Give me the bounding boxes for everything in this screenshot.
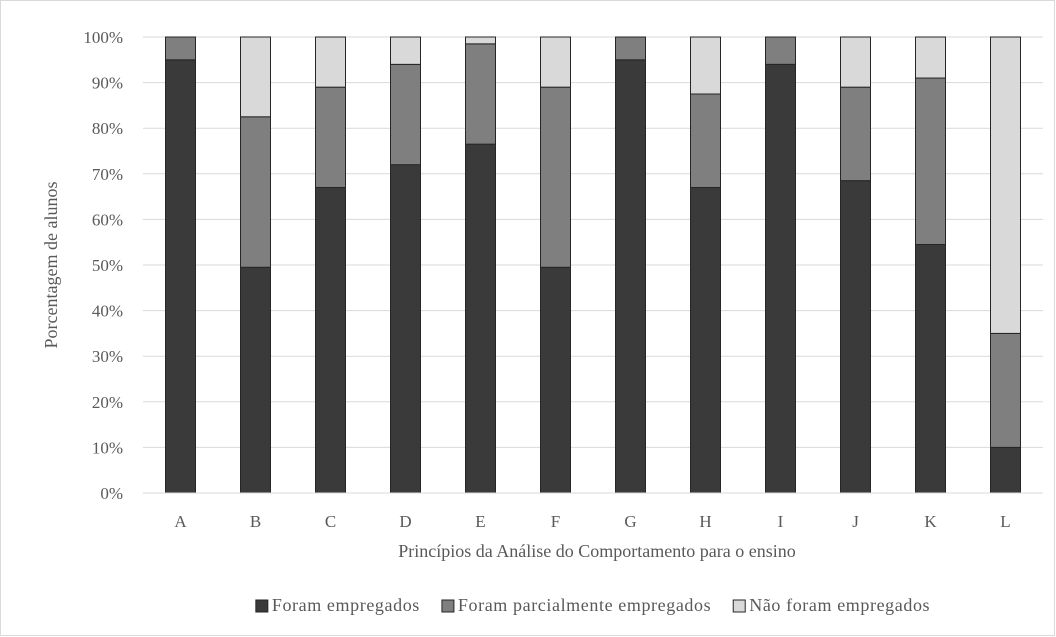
- y-tick-label: 50%: [92, 256, 123, 275]
- x-tick-label: E: [475, 512, 485, 531]
- x-axis-title: Princípios da Análise do Comportamento p…: [398, 541, 795, 561]
- legend-swatch: [441, 599, 455, 613]
- bar-segment: [315, 86, 346, 188]
- bar-segment: [465, 43, 496, 145]
- x-tick-label: H: [699, 512, 711, 531]
- legend-item: Foram empregados: [255, 595, 420, 615]
- y-axis-title: Porcentagem de alunos: [41, 182, 61, 349]
- legend-label: Foram parcialmente empregados: [458, 595, 711, 615]
- bar-segment: [990, 332, 1021, 448]
- bar-segment: [390, 63, 421, 166]
- bar-segment: [990, 446, 1021, 494]
- legend-item: Foram parcialmente empregados: [441, 595, 711, 615]
- y-tick-label: 100%: [83, 28, 123, 47]
- y-tick-label: 30%: [92, 347, 123, 366]
- bar-segment: [540, 86, 571, 268]
- x-tick-label: C: [325, 512, 336, 531]
- x-tick-label: A: [174, 512, 187, 531]
- bar-segment: [615, 36, 646, 61]
- bar-segment: [615, 59, 646, 494]
- bar-segment: [915, 77, 946, 245]
- x-tick-label: F: [551, 512, 560, 531]
- legend-swatch: [255, 599, 269, 613]
- x-tick-label: K: [924, 512, 937, 531]
- bar-segment: [540, 36, 571, 88]
- x-tick-label: I: [778, 512, 784, 531]
- bar-segment: [390, 36, 421, 65]
- y-tick-label: 80%: [92, 119, 123, 138]
- bar-segment: [465, 36, 496, 45]
- x-tick-label: L: [1000, 512, 1010, 531]
- legend-swatch: [732, 599, 746, 613]
- y-tick-label: 10%: [92, 438, 123, 457]
- y-tick-label: 60%: [92, 210, 123, 229]
- bar-segment: [840, 86, 871, 182]
- bar-segment: [690, 93, 721, 188]
- bar-segment: [165, 59, 196, 494]
- bar-segment: [990, 36, 1021, 334]
- bar-segment: [240, 116, 271, 268]
- bar-segment: [915, 243, 946, 494]
- bar-segment: [915, 36, 946, 79]
- legend-item: Não foram empregados: [732, 595, 930, 615]
- y-tick-label: 40%: [92, 302, 123, 321]
- bar-segment: [540, 266, 571, 494]
- bar-segment: [840, 180, 871, 494]
- bar-segment: [765, 36, 796, 65]
- bar-segment: [165, 36, 196, 61]
- legend-label: Não foram empregados: [749, 595, 930, 615]
- bar-segment: [315, 186, 346, 494]
- x-tick-labels: A B C D E F G H I J K L: [174, 512, 1010, 531]
- legend: Foram empregados Foram parcialmente empre…: [255, 595, 930, 615]
- bar-segment: [690, 186, 721, 494]
- y-tick-label: 0%: [100, 484, 123, 503]
- bar-segment: [690, 36, 721, 95]
- y-tick-label: 70%: [92, 165, 123, 184]
- gridlines: [143, 36, 1043, 448]
- x-tick-label: J: [852, 512, 859, 531]
- x-tick-label: D: [399, 512, 411, 531]
- y-tick-labels: 0% 10% 20% 30% 40% 50% 60% 70% 80% 90% 100%: [83, 28, 123, 503]
- y-tick-label: 20%: [92, 393, 123, 412]
- bars: [165, 36, 1021, 494]
- bar-segment: [390, 164, 421, 494]
- bar-segment: [840, 36, 871, 88]
- x-tick-label: B: [250, 512, 261, 531]
- bar-segment: [240, 266, 271, 494]
- x-tick-label: G: [624, 512, 636, 531]
- bar-segment: [765, 63, 796, 494]
- bar-segment: [465, 143, 496, 494]
- bar-segment: [315, 36, 346, 88]
- bar-segment: [240, 36, 271, 118]
- legend-label: Foram empregados: [272, 595, 420, 615]
- y-tick-label: 90%: [92, 74, 123, 93]
